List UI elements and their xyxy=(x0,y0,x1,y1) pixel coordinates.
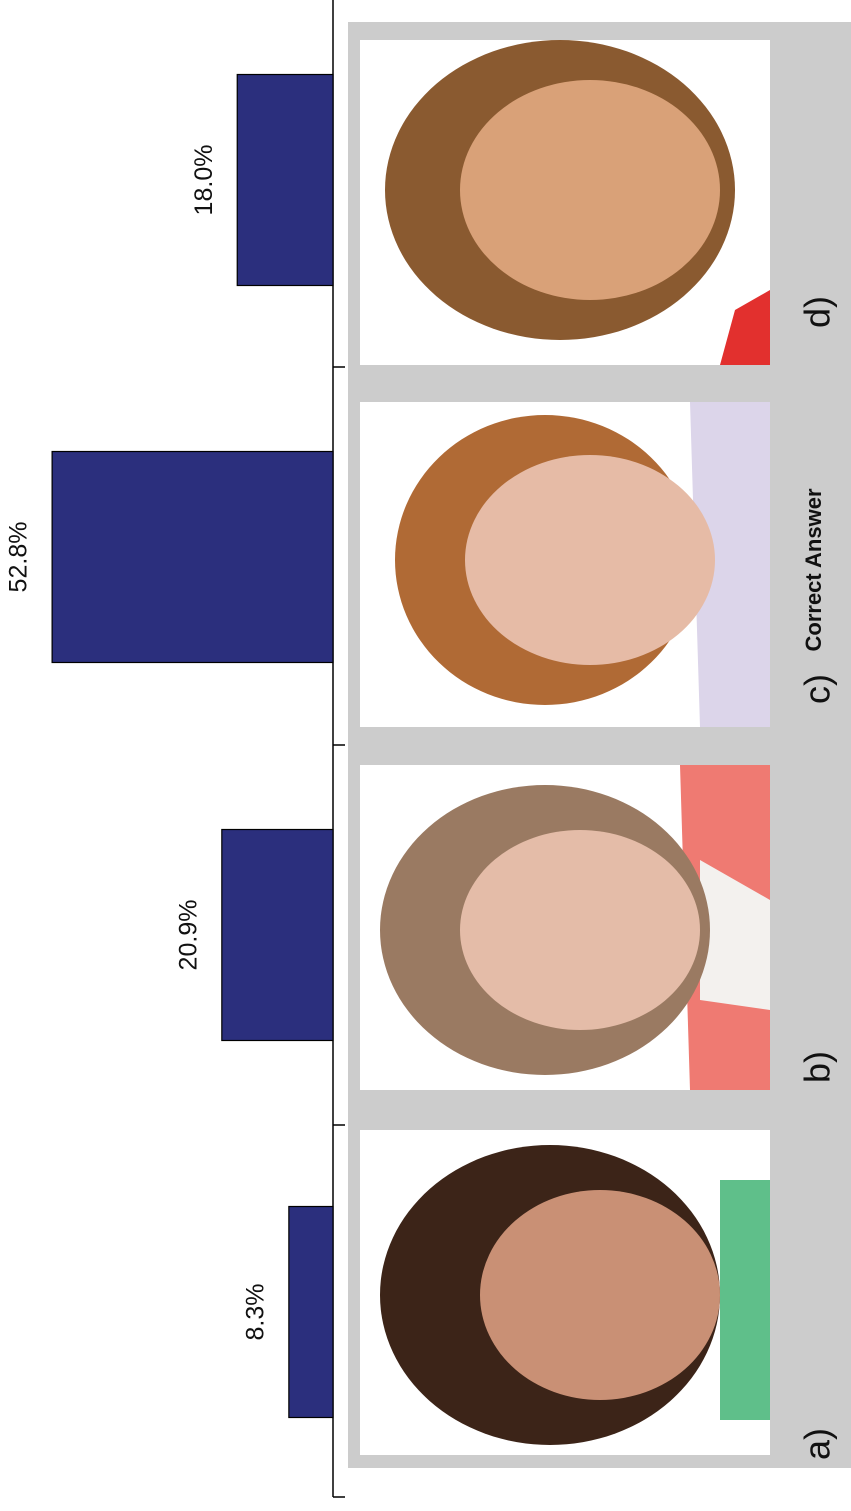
bar xyxy=(236,73,334,287)
category-label: c) xyxy=(797,674,838,704)
photo-face xyxy=(480,1190,720,1400)
photo-face xyxy=(460,80,720,300)
bar xyxy=(51,450,334,664)
value-label: 52.8% xyxy=(5,522,33,593)
value-label: 8.3% xyxy=(241,1284,269,1341)
photo-face xyxy=(460,830,700,1030)
category-label: a) xyxy=(797,1428,838,1460)
bar xyxy=(288,1205,334,1419)
category-label: b) xyxy=(797,1051,838,1083)
annotation: Correct Answer xyxy=(801,488,826,651)
category-label: d) xyxy=(797,296,838,328)
photos xyxy=(360,40,770,1455)
value-label: 18.0% xyxy=(190,145,218,216)
photo-detail xyxy=(690,402,770,727)
photo-face xyxy=(465,455,715,665)
value-label: 20.9% xyxy=(174,900,202,971)
bar xyxy=(221,828,334,1042)
photo-detail xyxy=(700,860,770,1010)
photo-detail xyxy=(720,1180,770,1420)
photo-detail xyxy=(720,290,770,365)
